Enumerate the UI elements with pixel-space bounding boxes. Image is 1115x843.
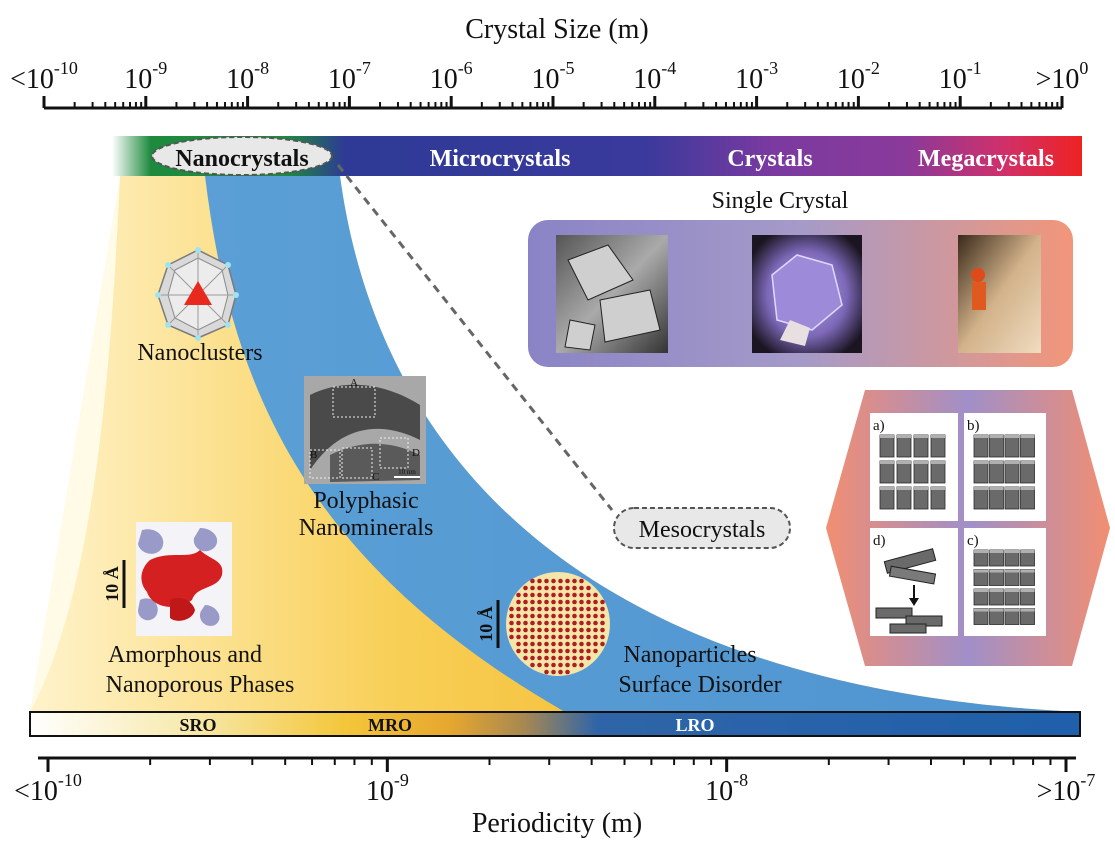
bottom-tick-label: >10-7 (1037, 770, 1096, 807)
nanocluster-polyhedra-icon (155, 247, 239, 341)
sem-crystal-image (556, 235, 668, 353)
nanocrystals-badge (151, 136, 333, 176)
bottom-tick-label: 10-8 (705, 770, 748, 807)
bottom-axis-title: Periodicity (m) (472, 808, 642, 839)
top-tick-label: 10-8 (226, 58, 269, 95)
tem-scale-label: 10 nm (398, 468, 416, 476)
mro-label: MRO (368, 715, 412, 735)
top-axis-title: Crystal Size (m) (465, 14, 649, 45)
megacrystals-label: Megacrystals (918, 146, 1054, 172)
amorphous-structure-image (136, 522, 232, 636)
giant-crystal-cave-image (958, 235, 1041, 353)
top-tick-label: 10-3 (735, 58, 778, 95)
mesocrystal-connector (336, 164, 614, 511)
top-tick-label: 10-4 (633, 58, 676, 95)
lro-curve-region (205, 176, 1080, 712)
meso-label-d: d) (873, 533, 886, 549)
nanoparticles-label-line2: Surface Disorder (618, 672, 781, 698)
amorphous-label-line2: Nanoporous Phases (106, 672, 295, 698)
mesocrystal-structure-panels: a) b) d) c) (870, 413, 1046, 636)
crystals-label: Crystals (727, 146, 812, 172)
bottom-tick-label: <10-10 (14, 770, 82, 807)
periodicity-axis: <10-10 10-9 10-8 >10-7 (14, 756, 1096, 807)
nanoparticles-label-line1: Nanoparticles (623, 642, 756, 668)
nanoparticle-sphere-image (506, 572, 610, 676)
order-bar (29, 711, 1081, 737)
tem-nanomineral-image: A B C D 10 nm (304, 376, 426, 484)
polyphasic-label-line2: Nanominerals (299, 515, 434, 541)
meso-label-a: a) (873, 418, 885, 434)
top-tick-label: 10-5 (532, 58, 575, 95)
single-crystal-label: Single Crystal (712, 188, 849, 214)
polyphasic-label-line1: Polyphasic (313, 488, 418, 514)
nanocrystals-label: Nanocrystals (175, 146, 308, 172)
nanoclusters-label: Nanoclusters (137, 340, 262, 366)
crystal-size-axis: <10-10 10-9 10-8 10-7 10-6 10-5 10-4 10-3 10-2 10… (10, 58, 1089, 110)
amorphous-scale-label: 10 Å (102, 566, 122, 602)
top-tick-label: 10-2 (837, 58, 880, 95)
sro-label: SRO (179, 715, 216, 735)
tem-label-b: B (310, 449, 317, 461)
top-tick-label: >100 (1036, 58, 1089, 95)
top-tick-label: <10-10 (10, 58, 78, 95)
nanoparticle-scale-label: 10 Å (476, 606, 496, 642)
top-tick-label: 10-6 (430, 58, 473, 95)
tem-label-c: C (372, 471, 379, 483)
lro-label: LRO (675, 715, 714, 735)
mesocrystals-badge (613, 507, 791, 549)
fluorite-crystal-image (752, 235, 862, 353)
meso-label-c: c) (967, 533, 979, 549)
microcrystals-label: Microcrystals (430, 146, 571, 172)
top-tick-label: 10-9 (124, 58, 167, 95)
tem-label-a: A (350, 377, 358, 389)
tem-label-d: D (412, 447, 420, 459)
amorphous-label-line1: Amorphous and (108, 642, 262, 668)
top-tick-label: 10-7 (328, 58, 371, 95)
bottom-tick-label: 10-9 (366, 770, 409, 807)
top-tick-label: 10-1 (939, 58, 982, 95)
meso-label-b: b) (967, 418, 980, 434)
mesocrystals-label: Mesocrystals (639, 517, 766, 543)
